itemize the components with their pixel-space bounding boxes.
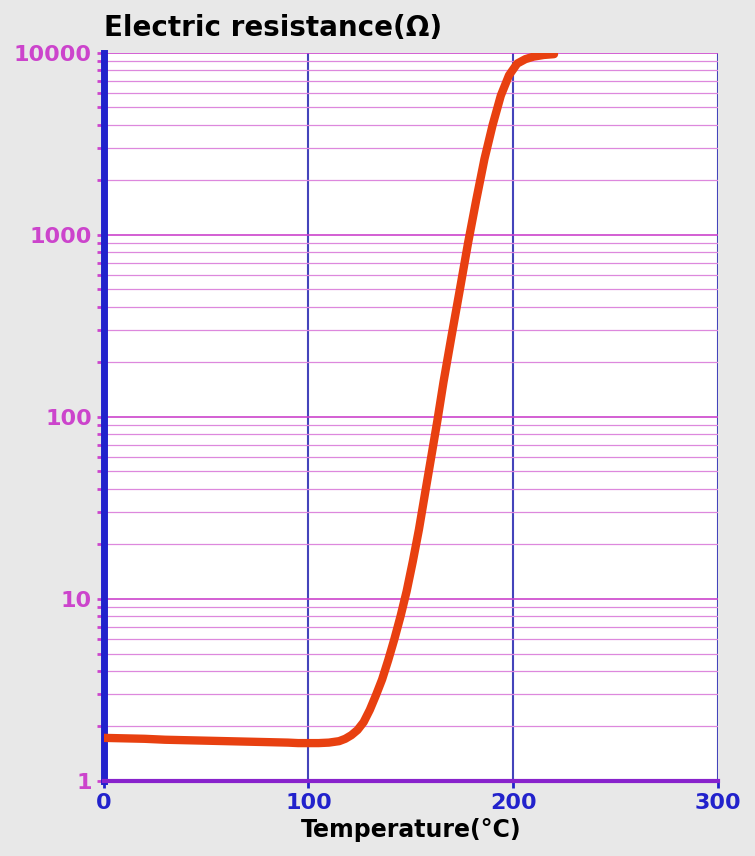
X-axis label: Temperature(°C): Temperature(°C) — [300, 818, 521, 842]
Text: Electric resistance(Ω): Electric resistance(Ω) — [103, 14, 442, 42]
